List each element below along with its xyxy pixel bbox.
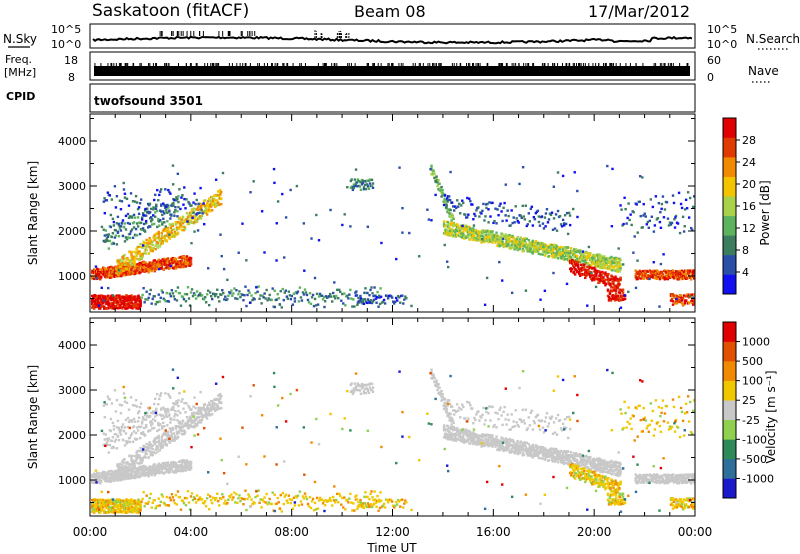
x-tick-label: 00:00 xyxy=(678,525,713,539)
colorbar-segment xyxy=(723,215,736,236)
colorbar-tick-label: -25 xyxy=(742,414,760,427)
y-tick-label: 4000 xyxy=(58,339,86,352)
freq-panel-frame xyxy=(89,51,696,81)
cpid-panel-frame xyxy=(89,83,696,113)
colorbar-segment xyxy=(723,341,736,362)
freq-tick-bottom: 8 xyxy=(68,71,75,84)
y-tick-label: 1000 xyxy=(58,270,86,283)
freq-tick-top: 18 xyxy=(64,54,78,67)
colorbar-segment xyxy=(723,137,736,158)
nsky-label: N.Sky xyxy=(3,32,37,46)
y-tick-label: 4000 xyxy=(58,135,86,148)
velocity-ylabel: Slant Range [km] xyxy=(26,365,40,469)
power-data xyxy=(91,164,696,310)
colorbar-tick-label: 25 xyxy=(742,394,756,407)
colorbar-tick-label: 8 xyxy=(742,244,749,257)
colorbar-tick-label: 100 xyxy=(742,375,763,388)
velocity-colorbar: 1000 500 100 25 -25 -100 -500 -1000 xyxy=(722,321,774,499)
colorbar-tick-label: 16 xyxy=(742,200,756,213)
x-tick-labels: 00:00 04:00 08:00 12:00 16:00 20:00 00:00 xyxy=(73,525,713,539)
nave-tick-top: 60 xyxy=(707,54,721,67)
colorbar-tick-label: 24 xyxy=(742,156,756,169)
date-title: 17/Mar/2012 xyxy=(588,2,690,21)
noise-tick-left-bottom: 10^0 xyxy=(51,38,81,51)
freq-label-line2: [MHz] xyxy=(4,66,36,79)
cpid-label: CPID xyxy=(6,90,35,103)
nave-label: Nave xyxy=(748,64,779,78)
noise-trace xyxy=(92,30,693,45)
colorbar-segment xyxy=(723,176,736,197)
y-tick-label: 3000 xyxy=(58,180,86,193)
noise-tick-left-top: 10^5 xyxy=(51,23,81,36)
x-tick-label: 12:00 xyxy=(375,525,410,539)
colorbar-tick-label: -1000 xyxy=(742,472,774,485)
y-tick-label: 3000 xyxy=(58,384,86,397)
velocity-colorbar-label: Velocity [m s⁻¹] xyxy=(764,370,778,463)
y-tick-label: 2000 xyxy=(58,225,86,238)
colorbar-tick-label: 20 xyxy=(742,178,756,191)
noise-panel-frame xyxy=(89,23,696,49)
x-tick-label: 20:00 xyxy=(577,525,612,539)
noise-tick-right-bottom: 10^0 xyxy=(707,38,737,51)
cpid-text: twofsound 3501 xyxy=(94,94,203,108)
x-tick-label: 16:00 xyxy=(476,525,511,539)
colorbar-segment xyxy=(723,380,736,401)
power-ylabel: Slant Range [km] xyxy=(26,161,40,265)
colorbar-segment xyxy=(723,274,736,295)
nsearch-label: N.Search xyxy=(746,32,800,46)
colorbar-segment xyxy=(723,439,736,460)
colorbar-tick-label: 28 xyxy=(742,134,756,147)
colorbar-segment xyxy=(723,478,736,499)
colorbar-segment xyxy=(723,196,736,217)
colorbar-segment xyxy=(723,118,736,138)
y-tick-label: 2000 xyxy=(58,429,86,442)
velocity-data xyxy=(91,368,696,514)
colorbar-tick-label: -100 xyxy=(742,433,767,446)
nave-tick-bottom: 0 xyxy=(707,71,714,84)
colorbar-tick-label: 1000 xyxy=(742,336,770,349)
colorbar-segment xyxy=(723,419,736,440)
colorbar-segment xyxy=(723,400,736,421)
colorbar-tick-label: -500 xyxy=(742,453,767,466)
colorbar-segment xyxy=(723,361,736,381)
power-axes: 1000 2000 3000 4000 xyxy=(58,114,696,312)
power-colorbar-label: Power [dB] xyxy=(758,180,772,245)
colorbar-segment xyxy=(723,322,736,342)
freq-trace xyxy=(94,66,690,76)
colorbar-segment xyxy=(723,458,736,479)
colorbar-segment xyxy=(723,157,736,177)
colorbar-segment xyxy=(723,235,736,256)
colorbar-tick-label: 500 xyxy=(742,355,763,368)
x-tick-label: 04:00 xyxy=(174,525,209,539)
velocity-axes: 1000 2000 3000 4000 xyxy=(58,318,696,516)
y-tick-label: 1000 xyxy=(58,474,86,487)
x-tick-label: 08:00 xyxy=(274,525,309,539)
colorbar-segment xyxy=(723,254,736,275)
noise-tick-right-top: 10^5 xyxy=(707,23,737,36)
colorbar-tick-label: 4 xyxy=(742,266,749,279)
beam-title: Beam 08 xyxy=(354,2,426,21)
colorbar-tick-label: 12 xyxy=(742,222,756,235)
freq-label-line1: Freq. xyxy=(5,53,32,66)
freq-spikes xyxy=(94,63,689,67)
power-colorbar: 4 8 12 16 20 24 28 xyxy=(722,117,756,295)
x-axis-label: Time UT xyxy=(366,541,417,554)
station-title: Saskatoon (fitACF) xyxy=(92,1,249,21)
x-tick-label: 00:00 xyxy=(73,525,108,539)
